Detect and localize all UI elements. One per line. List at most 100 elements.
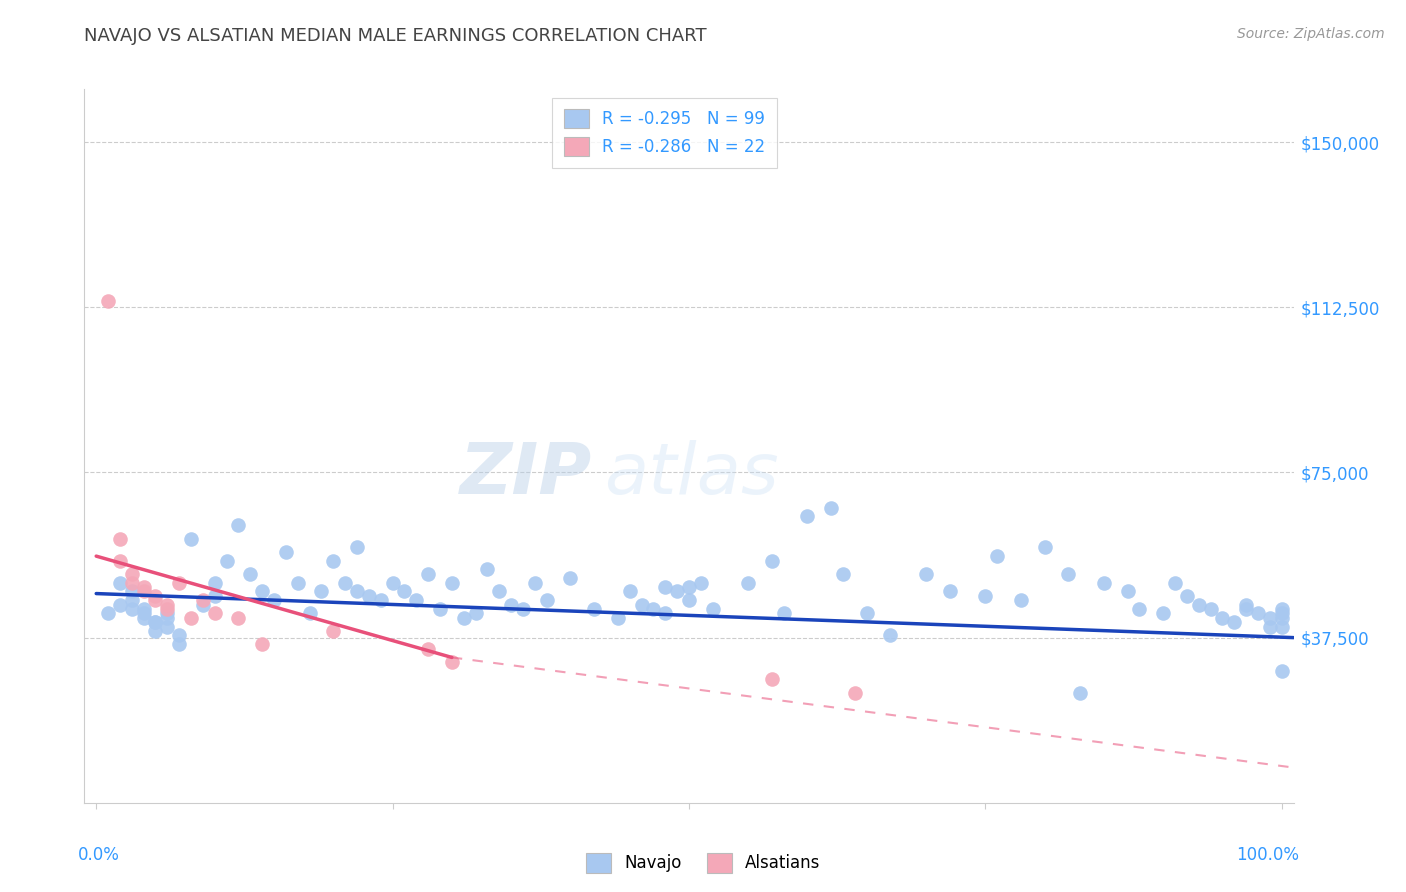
Point bbox=[1152, 607, 1174, 621]
Point bbox=[974, 589, 997, 603]
Point bbox=[1033, 541, 1056, 555]
Point bbox=[191, 598, 214, 612]
Point bbox=[1271, 607, 1294, 621]
Point bbox=[333, 575, 356, 590]
Point bbox=[678, 593, 700, 607]
Point bbox=[796, 509, 818, 524]
Point bbox=[689, 575, 711, 590]
Point bbox=[250, 637, 273, 651]
Point bbox=[322, 624, 344, 638]
Text: 100.0%: 100.0% bbox=[1236, 846, 1299, 863]
Point bbox=[1069, 686, 1091, 700]
Point bbox=[167, 628, 190, 642]
Point bbox=[108, 532, 131, 546]
Point bbox=[156, 598, 179, 612]
Point bbox=[464, 607, 486, 621]
Point bbox=[121, 566, 143, 581]
Point bbox=[108, 575, 131, 590]
Point bbox=[145, 615, 167, 630]
Point bbox=[322, 553, 344, 567]
Point bbox=[1092, 575, 1115, 590]
Point bbox=[501, 598, 523, 612]
Point bbox=[121, 593, 143, 607]
Point bbox=[1247, 607, 1270, 621]
Point bbox=[761, 673, 783, 687]
Point bbox=[97, 293, 120, 308]
Point bbox=[772, 607, 794, 621]
Point bbox=[228, 611, 250, 625]
Point bbox=[643, 602, 665, 616]
Text: 0.0%: 0.0% bbox=[79, 846, 120, 863]
Point bbox=[477, 562, 499, 576]
Point bbox=[156, 611, 179, 625]
Point bbox=[1223, 615, 1246, 630]
Point bbox=[1271, 611, 1294, 625]
Point bbox=[654, 580, 676, 594]
Point bbox=[938, 584, 960, 599]
Text: ZIP: ZIP bbox=[460, 440, 592, 509]
Point bbox=[97, 607, 120, 621]
Point bbox=[761, 553, 783, 567]
Point bbox=[121, 584, 143, 599]
Point bbox=[488, 584, 510, 599]
Point bbox=[440, 655, 463, 669]
Point bbox=[678, 580, 700, 594]
Point bbox=[1271, 664, 1294, 678]
Point bbox=[132, 580, 155, 594]
Point bbox=[1199, 602, 1222, 616]
Point bbox=[1188, 598, 1211, 612]
Point bbox=[346, 541, 368, 555]
Point bbox=[381, 575, 404, 590]
Point bbox=[298, 607, 321, 621]
Point bbox=[145, 615, 167, 630]
Point bbox=[204, 607, 226, 621]
Point bbox=[619, 584, 641, 599]
Text: Source: ZipAtlas.com: Source: ZipAtlas.com bbox=[1237, 27, 1385, 41]
Point bbox=[737, 575, 759, 590]
Point bbox=[820, 500, 842, 515]
Point bbox=[1116, 584, 1139, 599]
Point bbox=[191, 593, 214, 607]
Point bbox=[606, 611, 628, 625]
Point bbox=[536, 593, 558, 607]
Point bbox=[630, 598, 652, 612]
Point bbox=[287, 575, 309, 590]
Point bbox=[418, 641, 440, 656]
Point bbox=[1057, 566, 1080, 581]
Point bbox=[156, 602, 179, 616]
Point bbox=[855, 607, 877, 621]
Point bbox=[394, 584, 416, 599]
Point bbox=[654, 607, 676, 621]
Point bbox=[1234, 602, 1257, 616]
Point bbox=[145, 593, 167, 607]
Point bbox=[1175, 589, 1198, 603]
Point bbox=[180, 532, 202, 546]
Point bbox=[357, 589, 380, 603]
Point bbox=[702, 602, 724, 616]
Legend: Navajo, Alsatians: Navajo, Alsatians bbox=[579, 847, 827, 880]
Point bbox=[560, 571, 582, 585]
Point bbox=[263, 593, 285, 607]
Point bbox=[250, 584, 273, 599]
Point bbox=[121, 602, 143, 616]
Point bbox=[666, 584, 689, 599]
Point bbox=[1271, 619, 1294, 633]
Point bbox=[132, 607, 155, 621]
Legend: R = -0.295   N = 99, R = -0.286   N = 22: R = -0.295 N = 99, R = -0.286 N = 22 bbox=[553, 97, 778, 168]
Point bbox=[156, 607, 179, 621]
Point bbox=[1234, 598, 1257, 612]
Point bbox=[418, 566, 440, 581]
Point bbox=[228, 518, 250, 533]
Point bbox=[156, 619, 179, 633]
Point bbox=[215, 553, 238, 567]
Point bbox=[986, 549, 1008, 563]
Point bbox=[915, 566, 938, 581]
Point bbox=[453, 611, 475, 625]
Point bbox=[145, 589, 167, 603]
Point bbox=[180, 611, 202, 625]
Point bbox=[1128, 602, 1150, 616]
Point bbox=[274, 545, 297, 559]
Point bbox=[844, 686, 866, 700]
Point bbox=[879, 628, 901, 642]
Point bbox=[1258, 619, 1281, 633]
